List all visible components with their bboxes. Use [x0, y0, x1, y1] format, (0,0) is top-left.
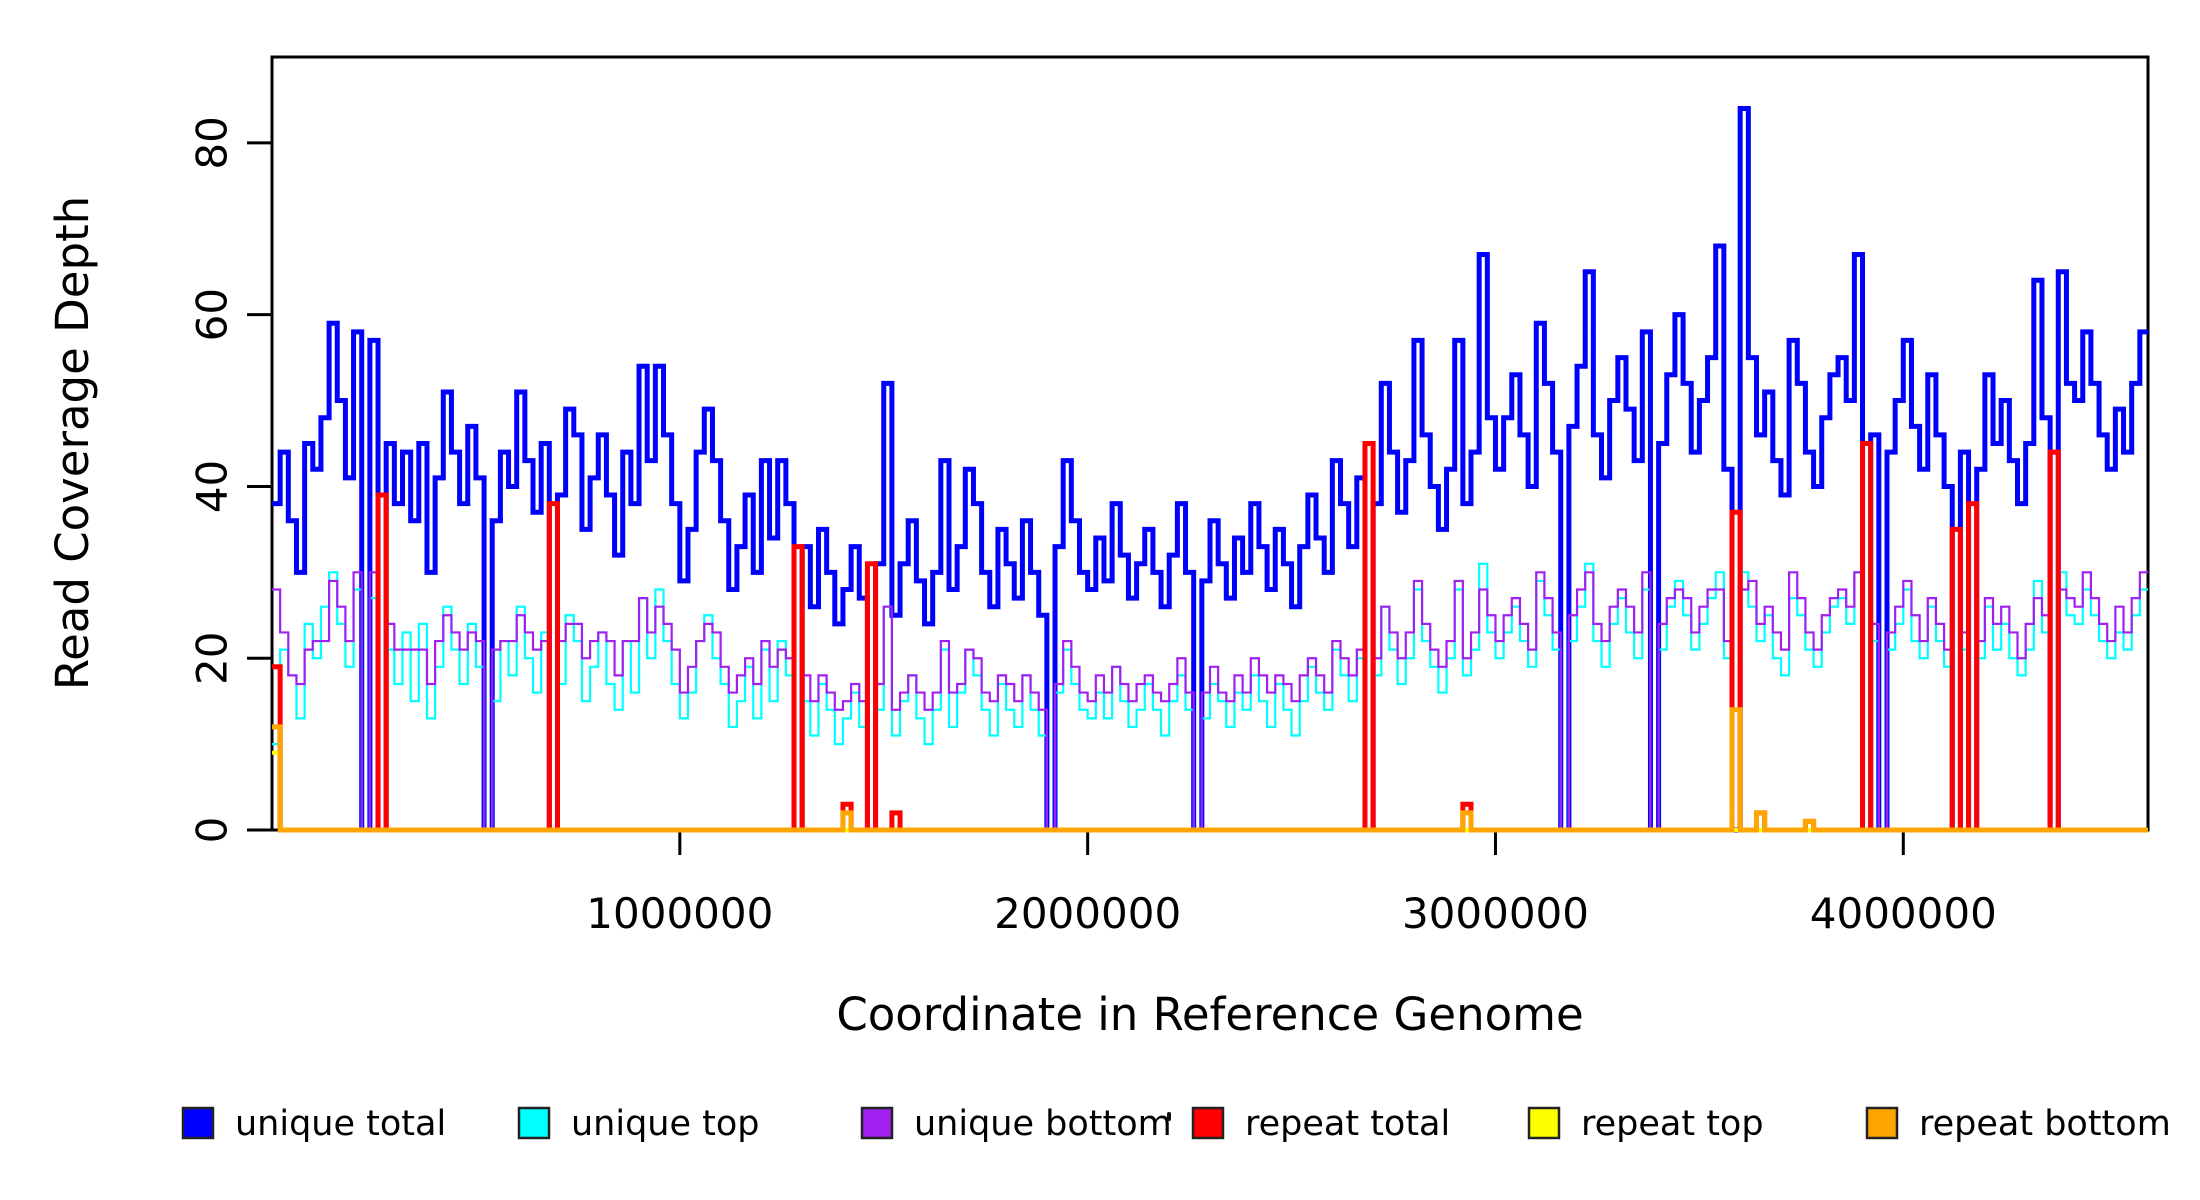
legend-swatch-icon: [1865, 1106, 1899, 1140]
legend-label: repeat total: [1245, 1104, 1450, 1144]
stray-dot-mark: [1167, 1112, 1171, 1121]
y-tick-label: 20: [188, 631, 237, 684]
series-unique-top: [272, 562, 2148, 832]
x-tick-label: 1000000: [586, 889, 773, 938]
axis-ticks: 1000000 2000000 3000000 4000000 0 20 40 60 80: [188, 116, 1997, 938]
legend-label: repeat top: [1581, 1104, 1764, 1144]
y-tick-label: 0: [188, 817, 237, 844]
legend-label: unique total: [235, 1104, 446, 1144]
y-tick-label: 60: [188, 288, 237, 341]
series-repeat-top: [272, 750, 2148, 832]
legend-swatch-icon: [860, 1106, 894, 1140]
y-axis-title: Read Coverage Depth: [46, 196, 99, 690]
legend-label: unique top: [571, 1104, 760, 1144]
legend-swatch-icon: [1191, 1106, 1225, 1140]
legend-item-unique-bottom: unique bottom: [860, 1104, 1172, 1144]
series-unique-bottom: [272, 571, 2148, 832]
legend: unique total unique top unique bottom repea…: [181, 1104, 2171, 1144]
x-tick-label: 2000000: [994, 889, 1181, 938]
legend-item-repeat-bottom: repeat bottom: [1865, 1104, 2171, 1144]
legend-label: repeat bottom: [1919, 1104, 2171, 1144]
legend-item-unique-total: unique total: [181, 1104, 446, 1144]
legend-item-unique-top: unique top: [517, 1104, 760, 1144]
x-tick-label: 3000000: [1402, 889, 1589, 938]
y-tick-label: 80: [188, 116, 237, 169]
legend-item-repeat-total: repeat total: [1191, 1104, 1450, 1144]
legend-item-repeat-top: repeat top: [1527, 1104, 1764, 1144]
series-unique-total: [272, 106, 2148, 833]
y-tick-label: 40: [188, 460, 237, 513]
legend-swatch-icon: [1527, 1106, 1561, 1140]
x-tick-label: 4000000: [1810, 889, 1997, 938]
series-repeat-total: [272, 441, 2148, 833]
x-axis-title: Coordinate in Reference Genome: [836, 988, 1583, 1041]
legend-swatch-icon: [181, 1106, 215, 1140]
legend-label: unique bottom: [914, 1104, 1172, 1144]
series-lines: [272, 106, 2148, 833]
legend-swatch-icon: [517, 1106, 551, 1140]
series-repeat-bottom: [272, 707, 2148, 833]
